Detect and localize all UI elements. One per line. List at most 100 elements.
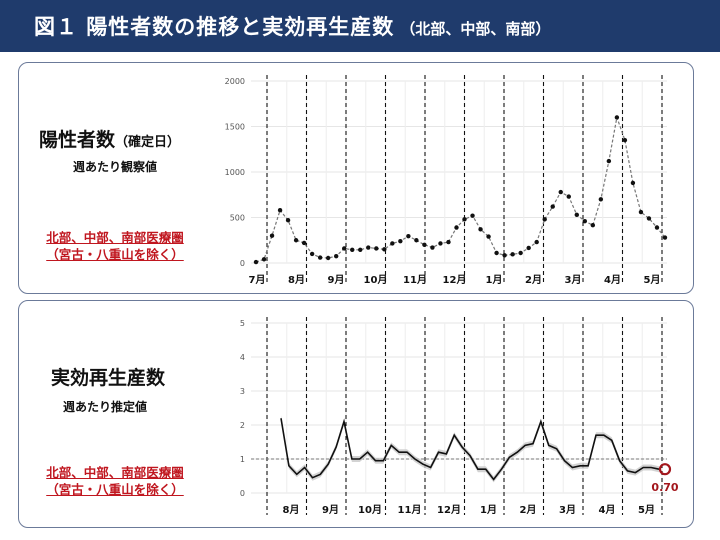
page-header: 図１ 陽性者数の推移と実効再生産数 （北部、中部、南部） [0,0,720,52]
data-point [478,227,483,232]
data-point [614,115,620,120]
month-label: 3月 [565,274,582,286]
y-tick-label: 5 [240,319,245,328]
data-point [430,245,435,250]
y-tick-label: 1000 [225,168,245,177]
y-tick-label: 0 [240,259,245,268]
month-label: 9月 [322,504,339,516]
data-point [646,216,652,221]
data-point [285,218,291,223]
month-label: 4月 [599,504,616,516]
data-point [622,137,628,143]
data-point [382,247,387,252]
data-point [606,158,612,164]
y-tick-label: 4 [240,353,245,362]
latest-value-marker [658,463,672,476]
region-note: 北部、中部、南部医療圏 （宮古・八重山を除く） [25,229,205,263]
region-note-line2: （宮古・八重山を除く） [46,482,184,497]
data-point [638,209,644,215]
data-point [598,197,604,202]
rt-panel: 実効再生産数 週あたり推定値 北部、中部、南部医療圏 （宮古・八重山を除く） 0… [18,300,694,528]
data-point [390,241,395,246]
data-point [358,247,363,253]
y-tick-label: 2000 [225,77,245,86]
data-point [269,233,275,238]
data-point [414,238,419,243]
data-point [558,189,563,195]
month-label: 5月 [644,274,661,286]
data-point [333,253,339,259]
data-point [350,247,355,253]
positive-cases-chart: 0 500 1000 1500 2000 7月 8月 9月 10月 11月 12月 1月 2月 3月 4月 5… [225,75,668,286]
data-point [662,235,668,240]
data-point [366,245,371,250]
data-point [406,233,411,239]
data-point [550,204,555,209]
y-tick-label: 500 [230,214,245,223]
y-tick-label: 1 [240,455,245,464]
data-point [510,252,515,257]
data-point [277,208,283,213]
month-label: 11月 [398,504,422,516]
data-point [518,250,523,256]
month-label: 3月 [559,504,576,516]
data-point [261,257,267,262]
data-point [301,240,307,246]
data-point [374,246,379,251]
month-label: 10月 [358,504,382,516]
month-label: 4月 [604,274,621,286]
data-point [462,217,467,222]
page-title: 図１ 陽性者数の推移と実効再生産数 [34,15,395,39]
data-point [494,250,499,256]
region-note: 北部、中部、南部医療圏 （宮古・八重山を除く） [25,464,205,498]
data-point [309,251,315,257]
positive-cases-subtitle: 週あたり観察値 [73,160,158,174]
positive-cases-title-note: （確定日） [115,135,181,150]
data-point [486,234,491,239]
data-point [582,218,588,224]
data-point [446,239,451,245]
region-note-line1: 北部、中部、南部医療圏 [46,465,184,480]
month-label: 12月 [437,504,461,516]
positive-cases-title: 陽性者数（確定日） [39,125,180,152]
data-point [342,246,347,251]
month-label: 2月 [520,504,537,516]
data-point [422,242,427,247]
data-point [574,212,579,217]
month-label: 8月 [283,504,300,516]
month-label: 2月 [525,274,542,286]
series-line [280,418,660,481]
month-label: 12月 [443,274,467,286]
y-tick-label: 0 [240,489,245,498]
month-label: 8月 [288,274,305,286]
rt-title: 実効再生産数 [51,367,166,389]
data-point [398,238,403,244]
y-tick-label: 2 [240,421,245,430]
month-label: 10月 [364,274,388,286]
y-tick-label: 3 [240,387,245,396]
data-point [654,225,660,230]
series-line [255,115,666,263]
data-point [438,241,443,246]
rt-chart: 0 1 2 3 4 5 8月 9月 10月 11月 12月 1月 2月 3月 4月 5月 0.70 [240,317,679,516]
month-label: 9月 [328,274,345,286]
positive-cases-panel: 陽性者数（確定日） 週あたり観察値 北部、中部、南部医療圏 （宮古・八重山を除く… [18,62,694,294]
data-point [526,245,531,251]
month-label: 1月 [486,274,503,286]
month-label: 5月 [638,504,655,516]
data-point [454,225,459,230]
region-note-line2: （宮古・八重山を除く） [46,247,184,262]
data-point [502,253,507,258]
month-label: 11月 [403,274,427,286]
page-subtitle: （北部、中部、南部） [400,19,551,38]
data-point [534,239,539,245]
data-point [542,217,547,222]
month-label: 1月 [480,504,497,516]
data-point [630,180,636,186]
rt-subtitle: 週あたり推定値 [63,400,148,414]
data-point [470,213,475,218]
data-point [293,238,299,243]
data-point [590,223,596,228]
region-note-line1: 北部、中部、南部医療圏 [46,230,184,245]
positive-cases-title-text: 陽性者数 [39,129,116,151]
